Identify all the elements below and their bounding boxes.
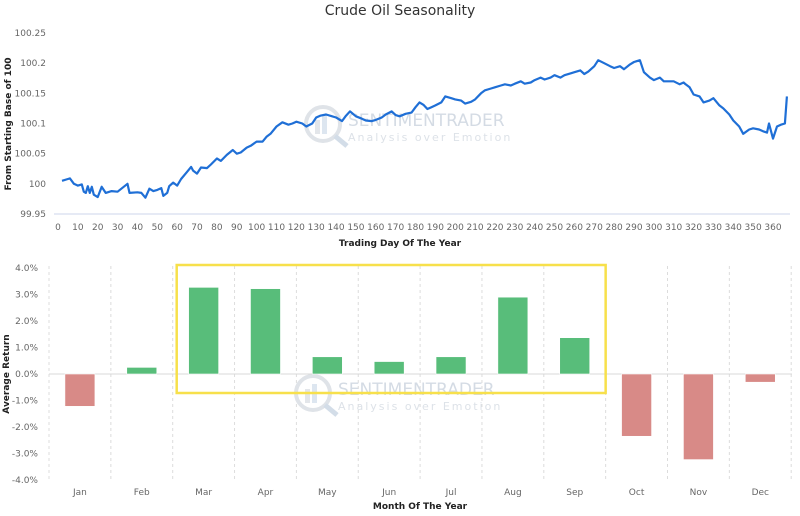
- x-tick-label: 240: [526, 223, 543, 233]
- x-tick-label: 150: [347, 223, 364, 233]
- series-line: [61, 59, 788, 199]
- x-tick-label: 230: [506, 223, 523, 233]
- x-tick-label: 290: [625, 223, 642, 233]
- x-tick-label: 10: [72, 223, 84, 233]
- x-tick-label: 260: [566, 223, 583, 233]
- line-chart: 99.95 100 100.05 100.1 100.15 100.2 100.25 0 10 2…: [4, 29, 790, 249]
- x-tick-label: Feb: [134, 488, 150, 498]
- watermark-bar: [305, 389, 310, 403]
- bar-jun: [373, 361, 405, 375]
- bar-jan: [64, 373, 96, 407]
- y-tick-label: 100.05: [15, 150, 47, 160]
- x-tick-label: 330: [705, 223, 722, 233]
- x-tick-label: 170: [387, 223, 404, 233]
- x-tick-label: 210: [466, 223, 483, 233]
- x-tick-label: 130: [308, 223, 325, 233]
- x-tick-label: Aug: [504, 488, 522, 498]
- bar-chart: -4.0% -3.0% -2.0% -1.0% 0.0% 1.0% 2.0% 3.0% 4.0%…: [2, 263, 792, 512]
- y-tick-label: 2.0%: [15, 317, 38, 327]
- bar-apr: [250, 288, 281, 375]
- watermark-brand: SENTIMENTRADER: [338, 380, 495, 400]
- bar-may: [312, 356, 343, 375]
- x-tick-label: Jan: [72, 488, 87, 498]
- x-tick-label: 0: [55, 223, 61, 233]
- y-tick-label: 3.0%: [15, 291, 38, 301]
- y-tick-label: 100.15: [15, 89, 47, 99]
- watermark-magnifier-icon: [304, 105, 342, 143]
- x-tick-label: 40: [132, 223, 144, 233]
- x-tick-label: 100: [248, 223, 265, 233]
- x-tick-label: 250: [546, 223, 563, 233]
- x-tick-label: 300: [645, 223, 662, 233]
- x-tick-label: 190: [427, 223, 444, 233]
- x-tick-label: 60: [171, 223, 183, 233]
- watermark-bar: [322, 115, 327, 134]
- y-tick-label: 0.0%: [15, 370, 38, 380]
- y-axis-title: From Starting Base of 100: [4, 58, 14, 191]
- y-tick-label: 100: [29, 180, 46, 190]
- bar-dec: [744, 373, 776, 383]
- x-axis-title: Trading Day Of The Year: [339, 239, 462, 249]
- bar-feb: [126, 367, 158, 375]
- x-tick-label: 180: [407, 223, 424, 233]
- y-tick-label: -4.0%: [12, 476, 39, 486]
- x-tick-label: 70: [191, 223, 203, 233]
- x-tick-label: 80: [211, 223, 223, 233]
- y-tick-label: -3.0%: [12, 450, 39, 460]
- x-tick-label: 90: [231, 223, 243, 233]
- x-tick-label: Sep: [566, 488, 583, 498]
- x-tick-label: 140: [327, 223, 344, 233]
- x-tick-label: 120: [288, 223, 305, 233]
- x-tick-label: 270: [586, 223, 603, 233]
- y-tick-label: 1.0%: [15, 344, 38, 354]
- x-tick-label: May: [318, 488, 337, 498]
- x-tick-label: Oct: [629, 488, 645, 498]
- x-tick-label: 160: [367, 223, 384, 233]
- x-tick-label: Apr: [258, 488, 274, 498]
- y-tick-label: 100.25: [15, 29, 47, 39]
- chart-title: Crude Oil Seasonality: [325, 3, 476, 19]
- x-tick-label: 220: [486, 223, 503, 233]
- watermark-tagline: Analysis over Emotion: [348, 131, 512, 144]
- bar-oct: [621, 373, 652, 437]
- x-tick-label: Mar: [195, 488, 212, 498]
- watermark-handle: [333, 134, 349, 148]
- highlight-box: [175, 263, 607, 395]
- x-tick-label: Jul: [445, 488, 457, 498]
- x-tick-label: 110: [268, 223, 285, 233]
- y-tick-label: 4.0%: [15, 264, 38, 274]
- x-tick-label: 320: [685, 223, 702, 233]
- x-axis-title: Month Of The Year: [373, 502, 468, 512]
- bar-nov: [683, 373, 714, 460]
- watermark-brand: SENTIMENTRADER: [348, 111, 505, 131]
- x-tick-label: 200: [447, 223, 464, 233]
- x-tick-label: Jun: [381, 488, 396, 498]
- y-tick-label: 100.1: [20, 120, 46, 130]
- x-tick-label: Dec: [752, 488, 769, 498]
- x-tick-label: 30: [112, 223, 124, 233]
- x-tick-label: 280: [606, 223, 623, 233]
- y-tick-label: -2.0%: [12, 423, 39, 433]
- watermark-handle: [323, 403, 339, 417]
- watermark-bar: [315, 120, 320, 134]
- x-tick-label: 360: [764, 223, 781, 233]
- bar-mar: [188, 287, 219, 375]
- x-tick-label: 310: [665, 223, 682, 233]
- y-axis-title: Average Return: [2, 334, 12, 413]
- x-tick-label: 340: [725, 223, 742, 233]
- bar-sep: [559, 337, 591, 375]
- x-tick-label: 50: [152, 223, 164, 233]
- x-tick-label: Nov: [690, 488, 708, 498]
- bar-aug: [497, 296, 529, 375]
- y-tick-label: -1.0%: [12, 397, 39, 407]
- x-tick-label: 350: [745, 223, 762, 233]
- watermark-tagline: Analysis over Emotion: [338, 400, 502, 413]
- y-tick-label: 100.2: [20, 59, 46, 69]
- y-tick-label: 99.95: [20, 210, 46, 220]
- x-tick-label: 20: [92, 223, 104, 233]
- bar-jul: [435, 356, 467, 375]
